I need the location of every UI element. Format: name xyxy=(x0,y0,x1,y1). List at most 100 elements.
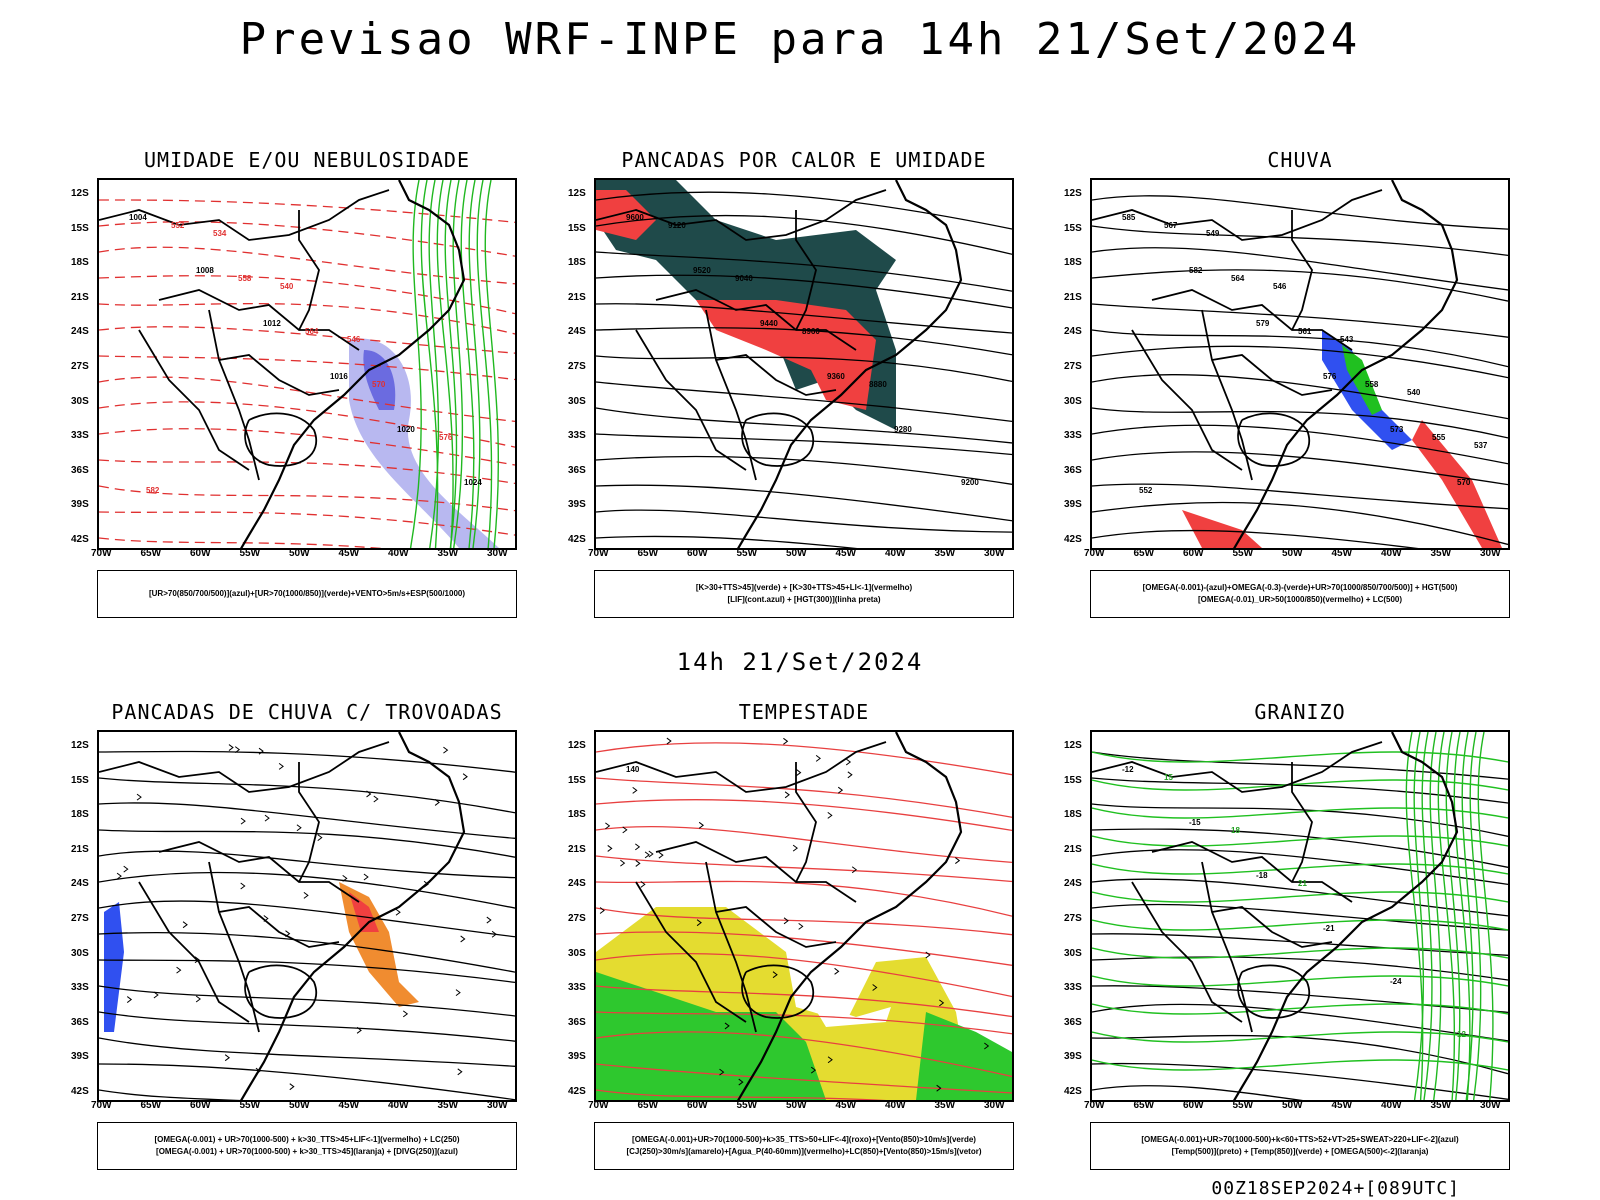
longitude-label: 65W xyxy=(140,1100,162,1111)
latitude-label: 24S xyxy=(568,326,586,338)
contour-label: 8960 xyxy=(802,327,820,336)
latitude-label: 33S xyxy=(71,982,89,994)
contour-label: 555 xyxy=(1432,433,1446,442)
contour-label: 573 xyxy=(1390,425,1404,434)
latitude-label: 27S xyxy=(568,913,586,924)
longitude-label: 35W xyxy=(934,1100,956,1111)
contour-label: 12 xyxy=(1457,1030,1466,1039)
latitude-label: 15S xyxy=(1064,774,1082,786)
longitude-label: 30W xyxy=(487,548,508,559)
map-graphic: -12 -15 -18 -21 -24 12 15 18 21 xyxy=(1092,732,1508,1100)
longitude-label: 60W xyxy=(190,548,211,559)
latitude-label: 42S xyxy=(71,534,89,545)
longitude-label: 55W xyxy=(1232,1100,1254,1111)
latitude-label: 21S xyxy=(1064,291,1082,303)
latitude-label: 12S xyxy=(1064,740,1082,751)
contour-label: 564 xyxy=(1231,274,1245,283)
latitude-label: 12S xyxy=(1064,188,1082,199)
longitude-label: 50W xyxy=(289,548,310,559)
longitude-label: 55W xyxy=(1232,548,1254,559)
latitude-label: 27S xyxy=(1064,361,1082,372)
longitude-label: 70W xyxy=(1084,1100,1105,1111)
longitude-label: 40W xyxy=(388,548,409,559)
longitude-label: 60W xyxy=(190,1100,211,1111)
longitude-label: 35W xyxy=(1430,1100,1452,1111)
legend-line: [K>30+TTS>45](verde) + [K>30+TTS>45+LI<-… xyxy=(695,583,913,592)
legend-box: [OMEGA(-0.001)+UR>70(1000-500)+k>35_TTS>… xyxy=(594,1122,1014,1170)
legend-line: [OMEGA(-0.001)-(azul)+OMEGA(-0.3)-(verde… xyxy=(1142,583,1458,592)
longitude-label: 65W xyxy=(637,548,659,559)
longitude-label: 65W xyxy=(140,548,162,559)
map-graphic: 9600 9520 9440 9360 9280 9200 9120 9040 8960 8880 xyxy=(596,180,1012,548)
longitude-label: 65W xyxy=(637,1100,659,1111)
panel-title: CHUVA xyxy=(1267,148,1333,172)
longitude-label: 35W xyxy=(437,1100,459,1111)
latitude-label: 21S xyxy=(568,291,586,303)
contour-label: 9360 xyxy=(827,372,845,381)
longitude-label: 45W xyxy=(338,548,360,559)
legend-box: [K>30+TTS>45](verde) + [K>30+TTS>45+LI<-… xyxy=(594,570,1014,618)
contour-label: 15 xyxy=(1164,773,1173,782)
latitude-label: 42S xyxy=(1064,1086,1082,1097)
legend-box: [OMEGA(-0.001)+UR>70(1000-500)+k<60+TTS>… xyxy=(1090,1122,1510,1170)
legend-line: [OMEGA(-0.001) + UR>70(1000-500) + k>30_… xyxy=(154,1135,460,1144)
latitude-label: 30S xyxy=(1064,947,1082,959)
contour-label: 585 xyxy=(1122,213,1136,222)
contour-label: 21 xyxy=(1298,879,1307,888)
legend-line: [OMEGA(-0.001)+UR>70(1000-500)+k<60+TTS>… xyxy=(1141,1135,1459,1144)
latitude-label: 33S xyxy=(568,430,586,442)
legend-line: [OMEGA(-0.001) + UR>70(1000-500) + k>30_… xyxy=(156,1147,458,1156)
longitude-label: 30W xyxy=(984,1100,1005,1111)
latitude-label: 36S xyxy=(71,1016,89,1028)
longitude-label: 40W xyxy=(885,1100,906,1111)
map-graphic: 1004 1008 1012 1016 1020 1024 552 558 564 570 576 5… xyxy=(99,180,515,548)
contour-label: 552 xyxy=(1139,486,1153,495)
contour-label: 546 xyxy=(1273,282,1287,291)
panel-title: PANCADAS DE CHUVA C/ TROVOADAS xyxy=(111,700,503,724)
latitude-label: 30S xyxy=(568,395,586,407)
forecast-map: 585 582 579 576 573 570 567 564 561 558 555 552 549 5… xyxy=(1090,178,1510,550)
contour-label: 9120 xyxy=(668,221,686,230)
longitude-label: 70W xyxy=(91,1100,112,1111)
longitude-label: 55W xyxy=(736,1100,758,1111)
contour-label: 570 xyxy=(1457,478,1471,487)
latitude-label: 36S xyxy=(1064,1016,1082,1028)
latitude-label: 24S xyxy=(1064,878,1082,890)
panel-title: PANCADAS POR CALOR E UMIDADE xyxy=(621,148,987,172)
latitude-label: 33S xyxy=(1064,430,1082,442)
contour-label: -21 xyxy=(1323,924,1335,933)
legend-line: [OMEGA(-0.001)+UR>70(1000-500)+k>35_TTS>… xyxy=(632,1135,976,1144)
page-title: Previsao WRF-INPE para 14h 21/Set/2024 xyxy=(239,14,1361,65)
legend-line: [OMEGA(-0.01)_UR>50(1000/850)(vermelho) … xyxy=(1197,595,1403,604)
latitude-label: 18S xyxy=(71,257,89,269)
longitude-label: 35W xyxy=(437,548,459,559)
latitude-label: 42S xyxy=(71,1086,89,1097)
contour-label: 579 xyxy=(1256,319,1270,328)
forecast-run-label: 00Z18SEP2024+[089UTC] xyxy=(1211,1178,1460,1199)
longitude-label: 40W xyxy=(1381,1100,1402,1111)
latitude-label: 15S xyxy=(71,222,89,234)
contour-label: 1004 xyxy=(129,213,147,222)
legend-box: [UR>70(850/700/500)](azul)+[UR>70(1000/8… xyxy=(97,570,517,618)
map-graphic xyxy=(99,732,515,1100)
latitude-label: 12S xyxy=(568,188,586,199)
contour-label: 582 xyxy=(1189,266,1203,275)
contour-label: 1012 xyxy=(263,319,281,328)
longitude-label: 60W xyxy=(687,1100,708,1111)
latitude-label: 21S xyxy=(71,291,89,303)
contour-label: 1016 xyxy=(330,372,348,381)
latitude-label: 36S xyxy=(568,464,586,476)
latitude-label: 33S xyxy=(1064,982,1082,994)
longitude-label: 55W xyxy=(736,548,758,559)
contour-label: 9520 xyxy=(693,266,711,275)
longitude-label: 50W xyxy=(786,548,807,559)
latitude-label: 21S xyxy=(568,843,586,855)
latitude-label: 18S xyxy=(568,257,586,269)
longitude-label: 40W xyxy=(885,548,906,559)
longitude-label: 50W xyxy=(786,1100,807,1111)
latitude-label: 39S xyxy=(568,1051,586,1063)
legend-box: [OMEGA(-0.001)-(azul)+OMEGA(-0.3)-(verde… xyxy=(1090,570,1510,618)
latitude-label: 27S xyxy=(568,361,586,372)
contour-label: -18 xyxy=(1256,871,1268,880)
latitude-label: 39S xyxy=(1064,1051,1082,1063)
